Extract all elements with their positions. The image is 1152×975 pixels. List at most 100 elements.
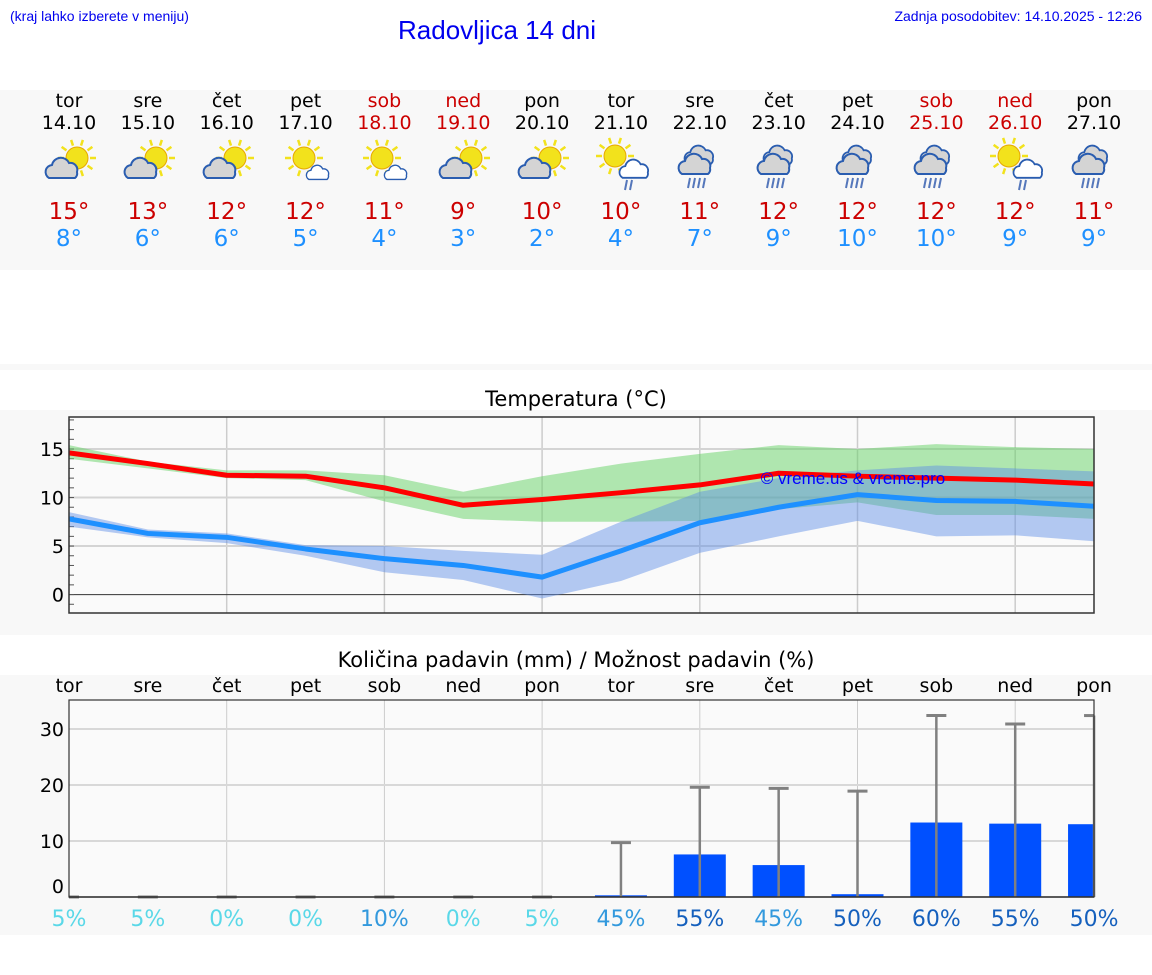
mostly-sunny-icon (267, 136, 345, 201)
max-temp: 10° (521, 199, 563, 225)
min-temp: 9° (1080, 226, 1108, 252)
max-temp: 10° (600, 199, 642, 225)
precip-probability-label: 5% (525, 907, 560, 932)
precip-x-tick-label: pon (1076, 675, 1112, 697)
day-name: sob (367, 90, 402, 112)
temp-y-tick-label: 15 (40, 439, 64, 461)
min-temp-line (68, 492, 1095, 580)
day-name: tor (55, 90, 83, 112)
sun-rain-icon (582, 136, 660, 201)
cloud-rain-icon (661, 136, 739, 201)
min-temp: 6° (213, 226, 240, 252)
precip-probability-label: 50% (1070, 907, 1119, 932)
precip-x-tick-label: ned (997, 675, 1033, 697)
min-temp: 2° (529, 226, 556, 252)
precip-x-tick-label: tor (608, 675, 635, 697)
precip-x-tick-label: pon (524, 675, 560, 697)
day-date: 17.10 (278, 112, 333, 134)
precip-probability-label: 45% (754, 907, 803, 932)
day-name: čet (211, 90, 242, 112)
mostly-sunny-icon (345, 136, 423, 201)
max-temp: 9° (450, 199, 477, 225)
day-date: 27.10 (1066, 112, 1122, 134)
partly-cloudy-icon (30, 136, 108, 201)
max-temp: 12° (758, 199, 800, 225)
cloud-rain-icon (897, 136, 975, 201)
min-temp: 7° (686, 226, 713, 252)
cloud-rain-icon (819, 136, 897, 201)
min-temp: 4° (371, 226, 398, 252)
precip-y-tick-label: 30 (40, 719, 64, 741)
sun-rain-icon (976, 136, 1054, 201)
cloud-rain-icon (740, 136, 818, 201)
min-temp: 3° (450, 226, 477, 252)
precip-x-tick-label: pet (842, 675, 873, 697)
precip-probability-label: 0% (446, 907, 481, 932)
precip-x-tick-label: ned (445, 675, 481, 697)
day-name: pon (1076, 90, 1112, 112)
day-date: 20.10 (514, 112, 570, 134)
min-temp: 9° (765, 226, 792, 252)
day-date: 23.10 (751, 112, 806, 134)
day-name: pet (841, 90, 874, 112)
max-temp: 12° (206, 199, 248, 225)
max-temp: 12° (285, 199, 326, 225)
precip-y-tick-label: 0 (52, 876, 64, 898)
max-temp: 11° (679, 199, 721, 225)
min-temp: 10° (837, 226, 878, 252)
precip-x-tick-label: sob (368, 675, 402, 697)
day-date: 19.10 (436, 112, 491, 134)
day-name: čet (763, 90, 794, 112)
last-updated: Zadnja posodobitev: 14.10.2025 - 12:26 (894, 8, 1142, 24)
location-hint: (kraj lahko izberete v meniju) (10, 8, 189, 24)
partly-cloudy-icon (188, 136, 266, 201)
temp-y-tick-label: 0 (52, 585, 64, 607)
precip-x-tick-label: tor (56, 675, 83, 697)
precip-probability-label: 0% (209, 907, 244, 932)
precip-probability-label: 5% (130, 907, 165, 932)
temperature-chart-title: Temperatura (°C) (485, 387, 667, 411)
max-temp: 11° (364, 199, 405, 225)
min-temp: 4° (607, 226, 634, 252)
day-date: 24.10 (830, 112, 885, 134)
max-temp: 12° (837, 199, 878, 225)
cloud-rain-icon (1055, 136, 1133, 201)
min-temp: 6° (134, 226, 161, 252)
partly-cloudy-icon (503, 136, 581, 201)
partly-cloudy-icon (109, 136, 187, 201)
precip-x-tick-label: sre (133, 675, 162, 697)
page-title: Radovljica 14 dni (398, 15, 597, 45)
day-name: pon (524, 90, 560, 112)
precip-x-tick-label: pet (290, 675, 321, 697)
temp-y-tick-label: 5 (52, 536, 64, 558)
max-temp-line (68, 450, 1095, 508)
day-name: ned (997, 90, 1034, 112)
precip-y-tick-label: 10 (40, 831, 64, 853)
day-date: 22.10 (672, 112, 727, 134)
precip-probability-label: 10% (360, 907, 409, 932)
day-name: sre (133, 90, 163, 112)
day-date: 25.10 (909, 112, 964, 134)
precip-y-tick-label: 20 (40, 775, 64, 797)
precip-probability-label: 55% (675, 907, 724, 932)
precip-x-tick-label: čet (764, 675, 794, 697)
day-name: tor (607, 90, 635, 112)
precip-bar (1068, 824, 1094, 897)
temp-plot-frame (68, 416, 1095, 614)
day-name: sre (685, 90, 715, 112)
precip-probability-label: 0% (288, 907, 323, 932)
partly-cloudy-icon (424, 136, 502, 201)
precip-probability-label: 50% (833, 907, 882, 932)
day-date: 14.10 (41, 112, 97, 134)
precip-plot-frame (68, 699, 1095, 898)
forecast-band (0, 90, 1152, 270)
day-date: 15.10 (120, 112, 176, 134)
max-temp: 15° (48, 199, 90, 225)
max-temp: 11° (1073, 199, 1115, 225)
min-temp: 9° (1002, 226, 1029, 252)
precip-probability-label: 5% (52, 907, 87, 932)
day-date: 16.10 (199, 112, 254, 134)
min-temp: 8° (55, 226, 83, 252)
max-temp: 12° (915, 199, 957, 225)
